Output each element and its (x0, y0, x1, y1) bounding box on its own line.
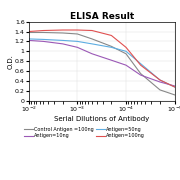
Control Antigen =100ng (91, 38, 93, 40)
Antigen=10ng (174, 85, 176, 87)
Antigen=50ng (76, 40, 78, 42)
Control Antigen =100ng (42, 31, 44, 33)
Antigen=10ng (76, 46, 78, 48)
Line: Antigen=10ng: Antigen=10ng (29, 40, 175, 86)
Y-axis label: O.D.: O.D. (7, 54, 13, 69)
Antigen=10ng (62, 43, 64, 45)
Antigen=100ng (110, 34, 112, 37)
Antigen=10ng (110, 59, 112, 61)
Title: ELISA Result: ELISA Result (70, 12, 134, 21)
Antigen=50ng (159, 79, 161, 81)
Control Antigen =100ng (62, 32, 64, 34)
Control Antigen =100ng (140, 73, 142, 75)
Antigen=100ng (159, 79, 161, 81)
Control Antigen =100ng (159, 89, 161, 91)
Antigen=100ng (91, 29, 93, 31)
Antigen=10ng (28, 39, 30, 41)
Antigen=50ng (110, 46, 112, 48)
Antigen=50ng (125, 50, 127, 52)
Antigen=100ng (140, 64, 142, 66)
Antigen=50ng (62, 39, 64, 41)
Control Antigen =100ng (125, 53, 127, 55)
Control Antigen =100ng (110, 45, 112, 47)
Antigen=50ng (28, 38, 30, 40)
Line: Antigen=50ng: Antigen=50ng (29, 39, 175, 87)
Control Antigen =100ng (28, 31, 30, 33)
Antigen=50ng (91, 43, 93, 45)
Antigen=100ng (174, 86, 176, 88)
Antigen=10ng (42, 40, 44, 42)
Antigen=10ng (125, 64, 127, 66)
Legend: Control Antigen =100ng, Antigen=10ng, Antigen=50ng, Antigen=100ng: Control Antigen =100ng, Antigen=10ng, An… (24, 127, 145, 138)
Line: Antigen=100ng: Antigen=100ng (29, 30, 175, 87)
Antigen=10ng (91, 53, 93, 55)
Control Antigen =100ng (76, 33, 78, 35)
Antigen=100ng (42, 29, 44, 31)
Antigen=50ng (42, 38, 44, 40)
Control Antigen =100ng (174, 94, 176, 96)
Antigen=50ng (140, 63, 142, 65)
Antigen=10ng (159, 81, 161, 83)
Antigen=100ng (125, 46, 127, 48)
Antigen=100ng (76, 29, 78, 31)
Antigen=100ng (28, 30, 30, 33)
Antigen=50ng (174, 86, 176, 88)
Antigen=100ng (62, 29, 64, 31)
Antigen=10ng (140, 74, 142, 76)
X-axis label: Serial Dilutions of Antibody: Serial Dilutions of Antibody (54, 116, 149, 122)
Line: Control Antigen =100ng: Control Antigen =100ng (29, 32, 175, 95)
